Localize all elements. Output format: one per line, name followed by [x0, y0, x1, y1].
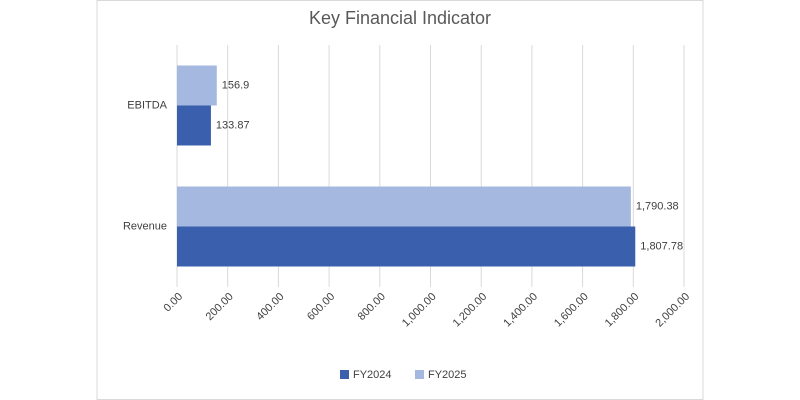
y-tick-label: Revenue — [123, 220, 167, 232]
bar — [177, 65, 217, 106]
legend-swatch — [340, 370, 349, 379]
bar — [177, 226, 636, 267]
legend-swatch — [415, 370, 424, 379]
data-label: 156.9 — [222, 79, 250, 91]
y-tick-label: EBITDA — [127, 99, 167, 111]
data-label: 1,807.78 — [640, 240, 683, 252]
legend-label: FY2024 — [353, 369, 392, 381]
chart-title: Key Financial Indicator — [309, 8, 491, 28]
data-label: 1,790.38 — [636, 200, 679, 212]
bar — [177, 186, 631, 227]
bar — [177, 105, 211, 146]
data-label: 133.87 — [216, 119, 250, 131]
legend-label: FY2025 — [428, 369, 467, 381]
